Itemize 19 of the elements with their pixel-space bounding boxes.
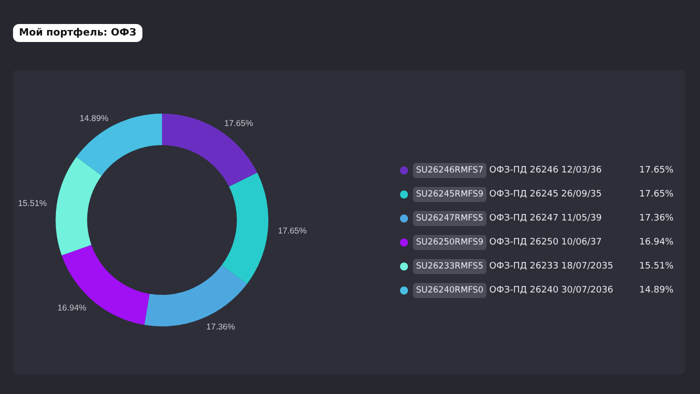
legend-label: SU26246RMFS7 ОФЗ-ПД 26246 12/03/36 [416,166,602,176]
text: 16.94% [639,238,674,248]
text: 14.89% [639,286,674,296]
text: 15.51% [639,262,674,272]
legend-label: SU26240RMFS0 ОФЗ-ПД 26240 30/07/2036 [416,286,614,296]
data-label: 14.89% [80,112,109,123]
legend-label: SU26250RMFS9 ОФЗ-ПД 26250 10/06/37 [416,238,602,248]
data-label: 17.65% [278,226,308,236]
text: 17.36% [639,214,674,224]
legend-label: SU26247RMFS5 ОФЗ-ПД 26247 11/05/39 [416,214,602,224]
legend-label: SU26233RMFS5 ОФЗ-ПД 26233 18/07/2035 [416,262,614,272]
text: 17.65% [639,166,674,176]
text: 17.65% [639,190,674,200]
chart-title: Мой портфель: ОФЗ [19,28,136,38]
data-label: 15.51% [18,198,48,208]
legend-label: SU26245RMFS9 ОФЗ-ПД 26245 26/09/35 [416,190,602,200]
data-label: 16.94% [58,302,87,313]
data-label: 17.36% [206,321,236,332]
data-label: 17.65% [224,118,254,128]
